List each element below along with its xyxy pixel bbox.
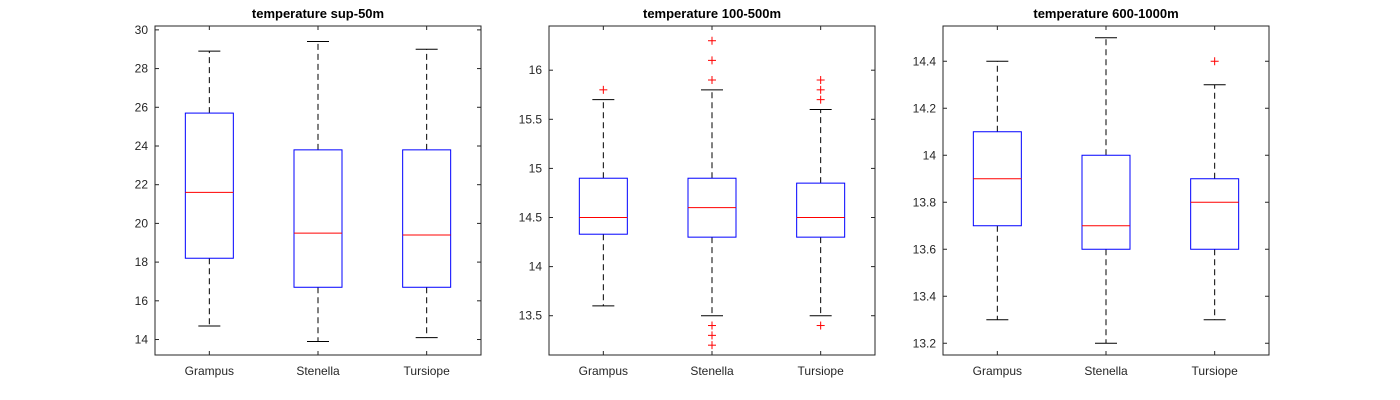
outlier-marker [708, 76, 716, 85]
x-tick-label: Stenella [296, 364, 340, 378]
y-tick-label: 24 [135, 139, 149, 153]
x-tick-label: Tursiope [404, 364, 451, 378]
y-tick-label: 15 [529, 161, 543, 175]
x-tick-label: Grampus [185, 364, 234, 378]
y-tick-label: 26 [135, 100, 149, 114]
subplot-title: temperature 100-500m [643, 6, 781, 21]
box-grampus [578, 85, 628, 307]
y-tick-label: 30 [135, 23, 149, 37]
y-tick-label: 13.5 [519, 309, 543, 323]
subplot-title: temperature 600-1000m [1033, 6, 1178, 21]
outlier-marker [708, 341, 716, 350]
box-iqr [293, 149, 343, 288]
box-iqr [796, 182, 846, 238]
outlier-marker [816, 76, 825, 85]
box-tursiope [402, 48, 452, 339]
box-iqr [578, 177, 628, 235]
outlier-marker [708, 36, 716, 45]
x-tick-label: Grampus [579, 364, 628, 378]
x-tick-label: Tursiope [798, 364, 845, 378]
y-tick-label: 18 [135, 255, 149, 269]
box-tursiope [796, 76, 846, 330]
box-iqr [1190, 178, 1240, 250]
subplot-3: 13.2 13.4 13.6 13.8 14 14.2 14.4 Grampus Stenell… [913, 6, 1270, 378]
box-stenella [1081, 37, 1131, 344]
box-stenella [293, 40, 343, 342]
y-tick-label: 14.4 [913, 54, 937, 68]
box-grampus [972, 60, 1022, 321]
y-tick-label: 14 [529, 260, 543, 274]
outlier-marker [708, 321, 716, 330]
y-tick-label: 28 [135, 62, 149, 76]
subplot-title: temperature sup-50m [252, 6, 384, 21]
outlier-marker [816, 95, 825, 104]
y-tick-label: 13.2 [913, 336, 937, 350]
y-tick-label: 15.5 [519, 112, 543, 126]
box-iqr [184, 112, 234, 259]
y-tick-label: 22 [135, 178, 149, 192]
outlier-marker [816, 85, 825, 94]
x-tick-label: Grampus [973, 364, 1022, 378]
box-tursiope [1190, 57, 1240, 321]
box-stenella [687, 36, 737, 350]
y-tick-label: 16 [529, 63, 543, 77]
outlier-marker [1210, 57, 1219, 66]
y-tick-label: 14.5 [519, 211, 543, 225]
box-grampus [184, 50, 234, 327]
subplot-2: 13.5 14 14.5 15 15.5 16 Grampus Stenella Tursiop… [519, 6, 876, 378]
outlier-marker [816, 321, 825, 330]
subplot-1: 14 16 18 20 22 24 26 28 30 Grampus Stenella Tursiop… [135, 6, 482, 378]
y-tick-label: 14 [135, 333, 149, 347]
y-tick-label: 13.4 [913, 289, 937, 303]
axes-frame [942, 25, 1270, 356]
y-tick-label: 14 [923, 148, 937, 162]
y-tick-label: 13.6 [913, 242, 937, 256]
outlier-marker [599, 85, 608, 94]
y-tick-label: 14.2 [913, 101, 937, 115]
y-tick-label: 20 [135, 216, 149, 230]
y-tick-label: 16 [135, 294, 149, 308]
box-iqr [402, 149, 452, 288]
box-iqr [1081, 154, 1131, 250]
x-tick-label: Stenella [1084, 364, 1128, 378]
x-tick-label: Stenella [690, 364, 734, 378]
outlier-marker [708, 56, 716, 65]
outlier-marker [708, 331, 716, 340]
x-tick-label: Tursiope [1192, 364, 1239, 378]
y-tick-label: 13.8 [913, 195, 937, 209]
